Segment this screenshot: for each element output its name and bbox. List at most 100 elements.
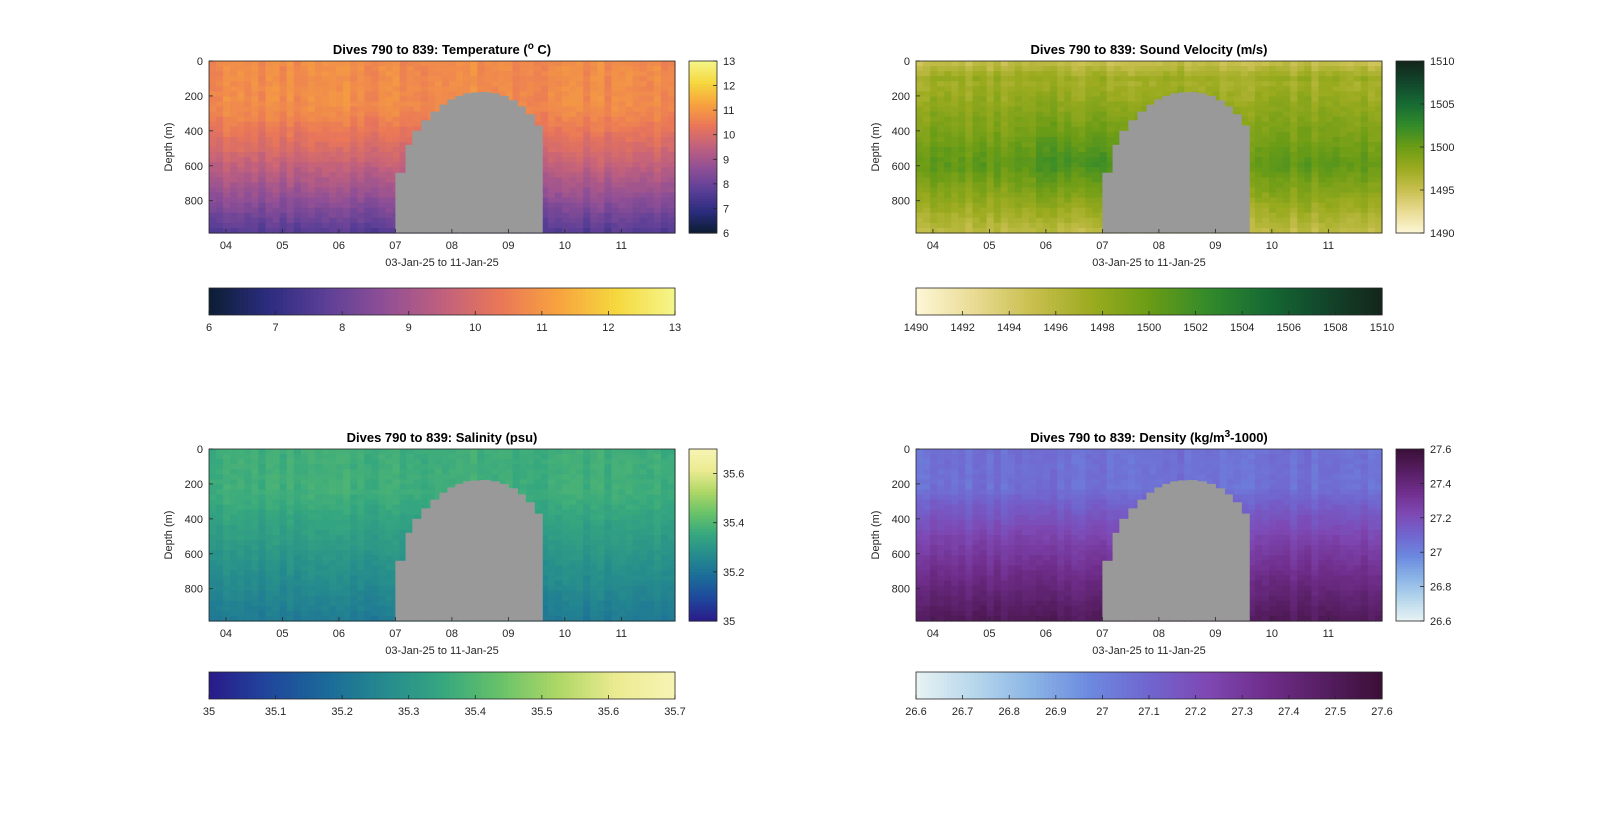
sound_velocity-cell [1290, 152, 1298, 158]
sound_velocity-cell [951, 167, 959, 173]
temperature-cell [540, 182, 549, 189]
sound_velocity-mask-step [1224, 106, 1233, 233]
sound_velocity-cell [1374, 66, 1383, 72]
sound_velocity-vcolorbar-band [1396, 224, 1424, 228]
sound_velocity-cell [1064, 152, 1072, 158]
sound_velocity-cell [1339, 182, 1348, 189]
temperature-cell [611, 121, 620, 128]
sound_velocity-hcolorbar-band [1071, 288, 1076, 315]
temperature-cell [639, 207, 648, 214]
temperature-cell [569, 106, 577, 113]
sound_velocity-cell [1000, 162, 1009, 168]
temperature-cell [484, 81, 493, 87]
sound_velocity-cell [1071, 192, 1079, 199]
temperature-cell [632, 217, 641, 224]
sound_velocity-cell [979, 66, 988, 72]
sound_velocity-cell [1057, 96, 1065, 103]
sound_velocity-cell [1276, 207, 1284, 214]
sound_velocity-cell [958, 227, 967, 234]
temperature-cell [336, 76, 344, 82]
temperature-cell [237, 121, 245, 128]
temperature-cell [258, 71, 267, 77]
temperature-cell [343, 172, 351, 178]
sound_velocity-vcolorbar-band [1396, 129, 1424, 134]
temperature-hcolorbar-tick-label: 12 [602, 322, 614, 334]
temperature-cell [251, 66, 260, 72]
sound_velocity-cell [979, 71, 988, 77]
sound_velocity-hcolorbar-band [982, 288, 987, 315]
temperature-cell [547, 157, 556, 163]
temperature-hcolorbar-band [294, 288, 299, 315]
sound_velocity-cell [1311, 192, 1320, 199]
temperature-cell [505, 76, 514, 82]
sound_velocity-vcolorbar-tick-label: 1490 [1430, 228, 1454, 240]
sound_velocity-cell [1050, 152, 1058, 158]
temperature-cell [604, 111, 613, 118]
sound_velocity-cell [979, 177, 988, 184]
temperature-cell [307, 147, 316, 153]
temperature-cell [576, 212, 584, 219]
sound_velocity-cell [1092, 202, 1101, 209]
temperature-cell [505, 66, 514, 72]
sound_velocity-cell [1078, 61, 1087, 67]
temperature-cell [357, 116, 365, 123]
sound_velocity-cell [1043, 101, 1051, 108]
temperature-hcolorbar-band [457, 288, 463, 315]
temperature-cell [300, 182, 309, 189]
temperature-cell [646, 121, 655, 128]
temperature-cell [251, 217, 260, 224]
temperature-cell [300, 212, 309, 219]
temperature-cell [244, 71, 252, 77]
temperature-cell [300, 202, 309, 209]
sound_velocity-cell [1254, 182, 1263, 189]
temperature-cell [406, 66, 415, 72]
temperature-cell [329, 157, 337, 163]
temperature-cell [554, 76, 563, 82]
temperature-hcolorbar-band [663, 288, 668, 315]
sound_velocity-cell [1318, 111, 1327, 118]
sound_velocity-cell [1261, 192, 1270, 199]
sound_velocity-cell [965, 96, 974, 103]
temperature-cell [554, 172, 563, 178]
sound_velocity-cell [1036, 157, 1044, 163]
temperature-cell [632, 187, 641, 194]
sound_velocity-cell [1297, 197, 1305, 204]
temperature-cell [554, 96, 563, 103]
temperature-cell [569, 227, 577, 234]
sound_velocity-cell [1071, 86, 1079, 92]
sound_velocity-hcolorbar-band [1288, 288, 1294, 315]
temperature-vcolorbar-band [689, 201, 717, 205]
temperature-cell [209, 106, 217, 113]
sound_velocity-cell [1028, 177, 1037, 184]
temperature-cell [357, 212, 365, 219]
sound_velocity-cell [1318, 147, 1327, 153]
temperature-cell [307, 202, 316, 209]
sound_velocity-hcolorbar-band [947, 288, 952, 315]
temperature-cell [632, 167, 641, 173]
sound_velocity-cell [951, 96, 959, 103]
temperature-hcolorbar-band [527, 288, 532, 315]
temperature-cell [653, 217, 662, 224]
temperature-cell [667, 61, 676, 67]
temperature-vcolorbar-band [689, 135, 717, 139]
temperature-cell [237, 111, 245, 118]
temperature-cell [512, 96, 521, 103]
temperature-cell [357, 167, 365, 173]
temperature-mask-step [447, 99, 456, 233]
sound_velocity-cell [937, 111, 945, 118]
temperature-hcolorbar-band [671, 288, 676, 315]
temperature-cell [364, 227, 372, 234]
temperature-vcolorbar-band [689, 218, 717, 223]
temperature-hcolorbar-band [228, 288, 233, 315]
temperature-cell [632, 116, 641, 123]
temperature-y-tick-label: 600 [185, 161, 203, 173]
sound_velocity-mask-step [1187, 92, 1198, 233]
sound_velocity-hcolorbar-band [993, 288, 999, 315]
temperature-cell [209, 217, 217, 224]
temperature-vcolorbar-band [689, 167, 717, 171]
temperature-hcolorbar-band [605, 288, 610, 315]
sound_velocity-cell [1071, 187, 1079, 194]
temperature-hcolorbar-band [581, 288, 587, 315]
sound_velocity-cell [993, 147, 1002, 153]
sound_velocity-cell [1261, 81, 1270, 87]
